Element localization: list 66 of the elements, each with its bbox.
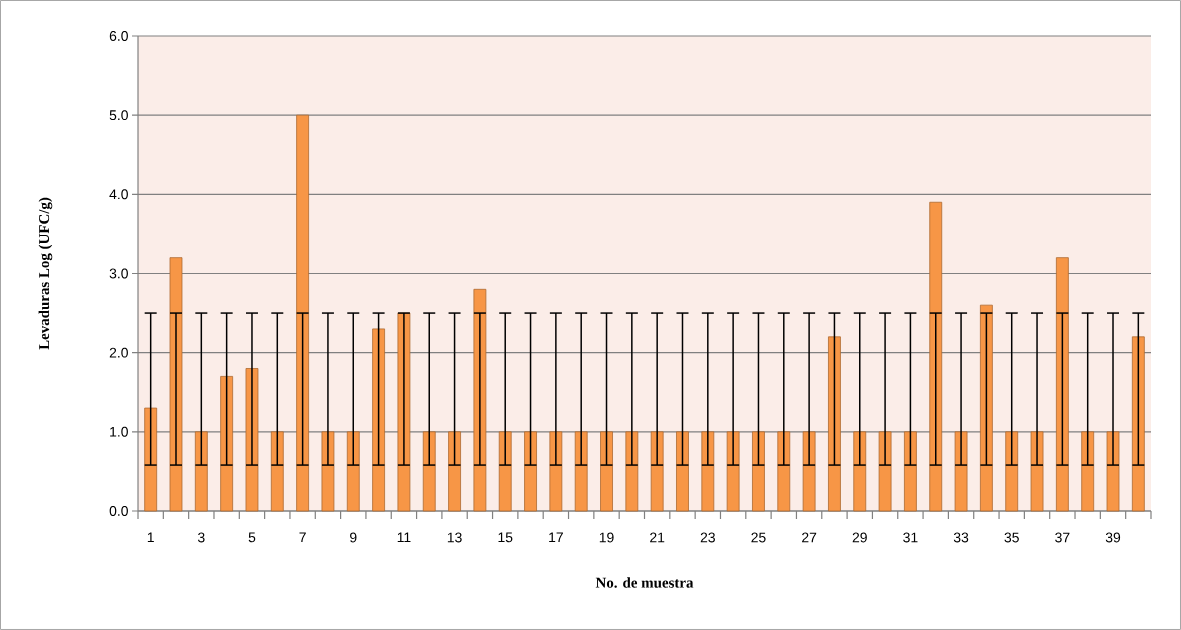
bar [1131,336,1145,512]
bar [448,431,461,512]
x-tick-label: 7 [299,532,306,543]
bar [600,431,613,512]
bar [1106,431,1120,512]
y-tick-label: 2.0 [109,347,128,358]
bar [549,431,563,512]
bar [270,431,284,512]
bar [726,431,740,512]
y-axis-title: Levaduras Log (UFC/g) [38,197,53,350]
bar [498,431,512,512]
x-axis-title: No. de muestra [595,577,694,588]
bar [321,431,335,512]
x-tick-label: 25 [751,532,766,543]
bar [194,431,208,512]
y-tick-label: 4.0 [109,189,128,200]
bar [372,328,385,512]
y-tick-label: 1.0 [110,426,128,437]
bar [296,114,310,512]
x-tick-label: 39 [1105,532,1121,543]
y-tick-label: 3.0 [109,268,128,279]
bar [853,431,867,512]
bar [1005,431,1019,512]
x-tick-label: 13 [447,532,462,543]
bar [144,407,158,512]
x-tick-label: 3 [197,532,205,543]
x-tick-label: 29 [852,532,867,543]
x-tick-label: 5 [248,532,256,543]
bar [169,257,183,512]
bar [979,304,993,512]
x-tick-label: 35 [1004,532,1019,543]
x-tick-label: 23 [700,532,715,543]
y-tick-label: 0.0 [109,506,128,516]
bar [346,431,360,512]
x-tick-label: 19 [599,532,614,543]
bar [878,431,892,512]
bar [1055,257,1069,512]
bar [904,431,917,512]
bar [802,431,816,512]
bar [929,201,943,512]
y-tick-label: 6.0 [109,31,128,41]
x-tick-label: 1 [147,532,154,543]
bar [777,431,791,512]
bar [650,431,664,512]
x-tick-label: 37 [1055,532,1070,543]
x-tick-label: 27 [802,532,817,543]
bar [676,431,689,512]
bar [752,431,765,512]
bar [524,431,537,512]
bar [828,336,841,512]
x-tick-label: 11 [397,532,411,543]
x-tick-label: 15 [498,532,513,543]
bar [422,431,436,512]
y-tick-label: 5.0 [109,110,128,121]
x-tick-label: 9 [350,532,357,543]
x-tick-label: 31 [903,532,918,543]
bar [220,376,234,512]
x-tick-label: 21 [650,532,665,543]
bar [954,431,968,512]
bar [625,431,639,512]
bar [1030,431,1044,512]
x-tick-label: 33 [953,532,969,543]
bar [1081,431,1095,512]
bar [701,431,715,512]
x-tick-label: 17 [549,532,563,543]
bar [574,431,588,512]
